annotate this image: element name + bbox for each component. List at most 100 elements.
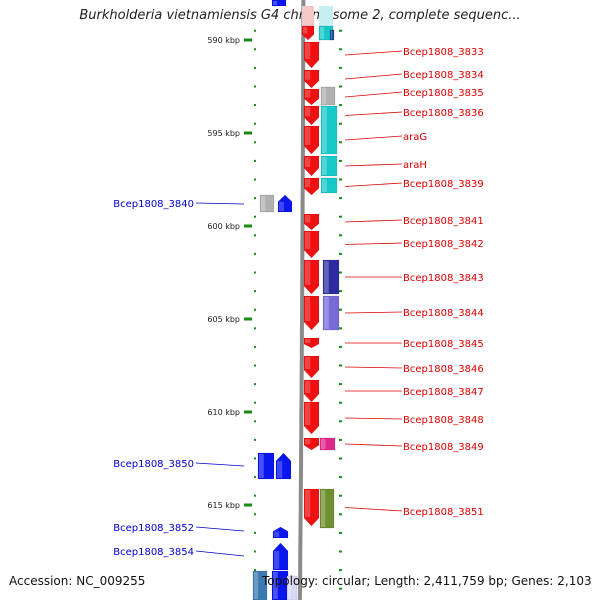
gene-label[interactable]: Bcep1808_3848: [403, 415, 484, 426]
gene-label[interactable]: Bcep1808_3845: [403, 339, 484, 350]
domain-navy-shine: [324, 261, 329, 293]
gene-label-leader: [344, 50, 403, 56]
gene-label[interactable]: Bcep1808_3833: [403, 47, 484, 58]
scale-minor-tick: [254, 122, 256, 125]
gene-label-leader: [195, 462, 245, 467]
backbone-layer: [297, 0, 306, 600]
scale-minor-tick: [254, 476, 256, 479]
gene-label-leader: [344, 163, 403, 167]
domain-purple: [322, 295, 340, 331]
scale-minor-tick: [254, 327, 256, 330]
scale-minor-tick: [254, 104, 256, 107]
gene-blue: [272, 542, 289, 571]
gene-blue-shine: [274, 551, 280, 569]
scale-minor-tick: [339, 401, 342, 404]
gene-red: [303, 295, 320, 331]
scale-tick-label: 610 kbp: [207, 408, 240, 417]
scale-minor-tick: [339, 29, 342, 32]
gene-label[interactable]: Bcep1808_3840: [113, 199, 194, 210]
gene-red-shine: [305, 490, 311, 517]
gene-label[interactable]: araH: [403, 160, 427, 171]
gene-red: [303, 259, 320, 295]
domain-cyan: [320, 177, 338, 194]
gene-label[interactable]: Bcep1808_3842: [403, 239, 484, 250]
gene-label-leader: [195, 526, 245, 532]
gene-blue-shine: [274, 531, 280, 537]
label-layer: Bcep1808_3833 Bcep1808_3834 Bcep1808_3835 B…: [113, 47, 484, 558]
gene-blue-shine: [259, 454, 264, 478]
scale-minor-tick: [254, 271, 256, 274]
gene-label[interactable]: Bcep1808_3839: [403, 179, 484, 190]
gene-red-shine: [305, 439, 311, 445]
gene-label-leader: [344, 366, 403, 369]
scale-minor-tick: [254, 494, 256, 497]
scale-minor-tick: [254, 66, 256, 69]
tick-layer: 590 kbp 595 kbp 600 kbp 605 kbp 610 kbp 615 k…: [207, 29, 342, 590]
scale-minor-tick: [254, 364, 256, 367]
gene-label[interactable]: Bcep1808_3852: [113, 523, 194, 534]
scale-minor-tick: [254, 401, 256, 404]
scale-minor-tick: [339, 85, 342, 88]
gene-label[interactable]: Bcep1808_3854: [113, 547, 194, 558]
scale-minor-tick: [254, 197, 256, 200]
scale-minor-tick: [339, 345, 342, 348]
gene-label[interactable]: Bcep1808_3851: [403, 507, 484, 518]
gene-red: [303, 88, 320, 106]
domain-gray: [320, 86, 336, 106]
gene-label[interactable]: araG: [403, 132, 427, 143]
scale-minor-tick: [254, 85, 256, 88]
gene-label[interactable]: Bcep1808_3841: [403, 216, 484, 227]
gene-label[interactable]: Bcep1808_3835: [403, 88, 484, 99]
feature-faded: [302, 6, 314, 26]
scale-minor-tick: [339, 197, 342, 200]
accession-text: Accession: NC_009255: [9, 574, 146, 588]
scale-minor-tick: [339, 531, 342, 534]
gene-red-shine: [305, 381, 311, 393]
scale-minor-tick: [339, 141, 342, 144]
scale-minor-tick: [254, 159, 256, 162]
gene-label[interactable]: Bcep1808_3847: [403, 387, 484, 398]
gene-blue-shine: [277, 461, 283, 478]
gene-blue: [272, 526, 289, 539]
scale-minor-tick: [339, 550, 342, 553]
gene-label-leader: [344, 242, 403, 245]
gene-faded: [286, 575, 298, 600]
gene-red-shine: [305, 232, 311, 249]
scale-minor-tick: [339, 364, 342, 367]
gene-label-leader: [344, 311, 403, 314]
scale-minor-tick: [339, 587, 342, 590]
domain-cyan-shine: [322, 179, 327, 192]
gene-label[interactable]: Bcep1808_3836: [403, 108, 484, 119]
domain-gray-shine: [322, 88, 327, 104]
scale-tick-label: 600 kbp: [207, 222, 240, 231]
domain-magenta: [319, 437, 336, 451]
gene-red: [303, 437, 320, 451]
scale-minor-tick: [254, 252, 256, 255]
gene-label-leader: [344, 111, 403, 116]
gene-faded-shine: [288, 577, 291, 599]
domain-cyan-shine: [322, 157, 327, 175]
domain-cyan: [320, 105, 338, 155]
domain-navy: [322, 259, 340, 295]
gene-label[interactable]: Bcep1808_3844: [403, 308, 484, 319]
gene-red-shine: [305, 357, 311, 369]
scale-minor-tick: [339, 48, 342, 51]
gene-label[interactable]: Bcep1808_3834: [403, 70, 484, 81]
gene-red: [303, 69, 320, 89]
gene-red-shine: [305, 90, 311, 98]
gene-label[interactable]: Bcep1808_3843: [403, 273, 484, 284]
gene-red-shine: [305, 43, 311, 59]
scale-minor-tick: [254, 178, 256, 181]
genome-backbone: [297, 0, 306, 600]
gene-label[interactable]: Bcep1808_3850: [113, 459, 194, 470]
gene-blue: [257, 452, 275, 480]
gene-label[interactable]: Bcep1808_3846: [403, 364, 484, 375]
scale-minor-tick: [339, 308, 342, 311]
gene-steel: [252, 570, 268, 600]
gene-gray-shine: [261, 196, 266, 211]
gene-red-shine: [305, 157, 311, 167]
gene-label[interactable]: Bcep1808_3849: [403, 442, 484, 453]
scale-minor-tick: [339, 476, 342, 479]
scale-minor-tick: [339, 513, 342, 516]
